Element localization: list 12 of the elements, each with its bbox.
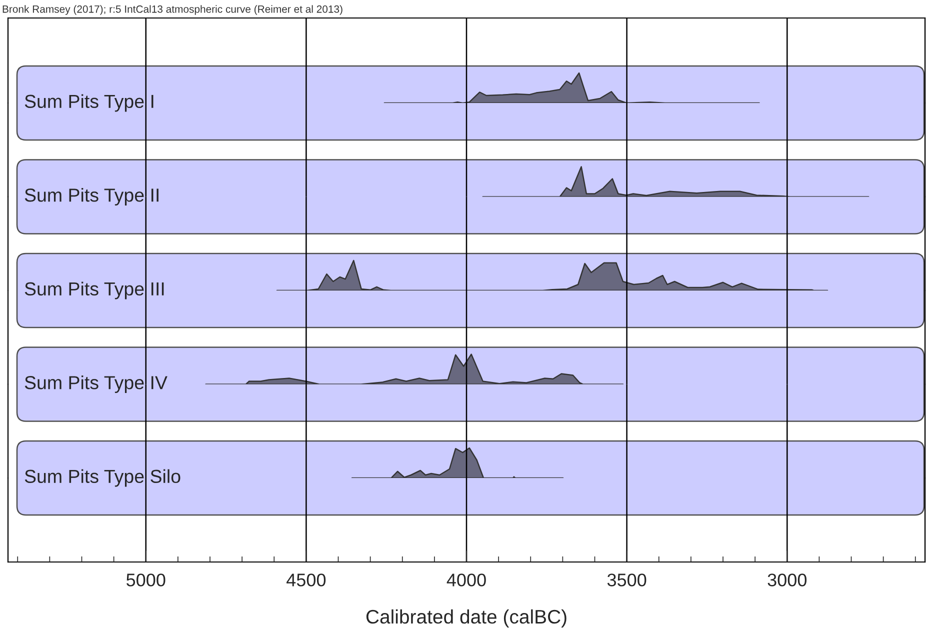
x-axis-title: Calibrated date (calBC) — [366, 609, 566, 628]
text: Sum Pits Type II — [24, 188, 158, 206]
x-tick-label: 3000 — [768, 574, 807, 586]
x-tick-label: 3500 — [607, 574, 646, 586]
text: Bronk Ramsey (2017); r:5 IntCal13 atmospheric curve (Reimer et al 2013) — [2, 5, 342, 15]
x-tick-label: 4000 — [446, 574, 486, 586]
text: Sum Pits Type IV — [24, 376, 168, 393]
x-tick-label: 5000 — [126, 574, 166, 586]
text: Sum Pits Type III — [24, 282, 164, 300]
x-tick-label: 4500 — [286, 574, 326, 586]
text: Sum Pits Type Silo — [24, 469, 180, 487]
text: Sum Pits Type I — [24, 94, 154, 112]
